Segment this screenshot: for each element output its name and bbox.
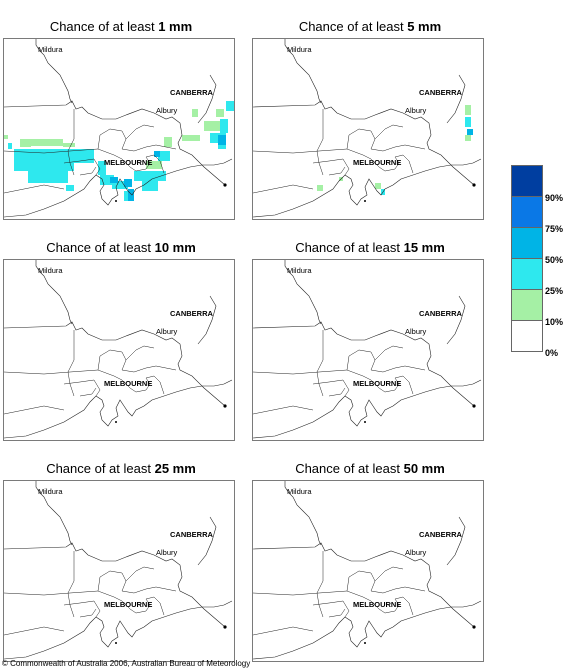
probability-cell: [100, 175, 114, 185]
city-mildura: Mildura: [38, 487, 63, 496]
map-1mm: Mildura CANBERRA Albury MELBOURNE: [3, 38, 235, 220]
panel-title: Chance of at least 10 mm: [46, 240, 196, 255]
city-albury: Albury: [405, 327, 427, 336]
city-mildura: Mildura: [38, 45, 63, 54]
probability-cell: [124, 179, 132, 187]
probability-cell: [218, 135, 226, 145]
probability-cell: [4, 135, 8, 139]
city-melbourne: MELBOURNE: [353, 600, 401, 609]
legend-swatch: [511, 196, 543, 228]
panel-title: Chance of at least 5 mm: [298, 19, 442, 34]
probability-cell: [164, 137, 172, 147]
map-10mm: Mildura CANBERRA Albury MELBOURNE: [3, 259, 235, 441]
city-canberra: CANBERRA: [170, 530, 214, 539]
probability-cell: [375, 183, 381, 189]
probability-cell: [128, 189, 134, 201]
probability-cell: [74, 149, 94, 163]
probability-cell: [226, 101, 234, 111]
legend-swatch: [511, 165, 543, 197]
city-melbourne: MELBOURNE: [104, 379, 152, 388]
city-melbourne: MELBOURNE: [353, 379, 401, 388]
city-albury: Albury: [156, 106, 178, 115]
probability-cell: [142, 181, 158, 191]
probability-cell: [66, 185, 74, 191]
probability-cell: [98, 161, 106, 175]
panel-title: Chance of at least 50 mm: [295, 461, 445, 476]
probability-cell: [112, 181, 128, 189]
probability-cell: [110, 177, 118, 183]
city-albury: Albury: [405, 106, 427, 115]
probability-cell: [20, 139, 31, 147]
city-canberra: CANBERRA: [170, 309, 214, 318]
probability-cell: [63, 143, 75, 147]
probability-cell: [465, 105, 471, 115]
probability-cell: [317, 185, 323, 191]
probability-cell: [220, 119, 228, 133]
legend-swatch: [511, 258, 543, 290]
city-albury: Albury: [405, 548, 427, 557]
legend-swatch: [511, 320, 543, 352]
city-mildura: Mildura: [38, 266, 63, 275]
legend-label: 75%: [545, 224, 564, 234]
probability-cell: [154, 151, 160, 157]
probability-cell: [14, 149, 74, 171]
city-melbourne: MELBOURNE: [353, 158, 401, 167]
city-canberra: CANBERRA: [419, 530, 463, 539]
legend-label: 50%: [545, 255, 564, 265]
city-mildura: Mildura: [287, 487, 312, 496]
probability-cell: [134, 171, 166, 181]
probability-legend: 90% 75% 50% 25% 10% 0%: [511, 165, 570, 360]
city-mildura: Mildura: [287, 45, 312, 54]
legend-label: 0%: [545, 348, 559, 358]
probability-cell: [465, 117, 471, 127]
panel-title: Chance of at least 25 mm: [46, 461, 196, 476]
probability-cell: [192, 109, 198, 117]
map-25mm: Mildura CANBERRA Albury MELBOURNE: [3, 480, 235, 662]
probability-cell: [28, 171, 68, 183]
probability-cell: [204, 121, 220, 131]
panel-title: Chance of at least 1 mm: [49, 19, 193, 34]
map-5mm: Mildura CANBERRA Albury MELBOURNE: [252, 38, 484, 220]
city-melbourne: MELBOURNE: [104, 600, 152, 609]
legend-label: 25%: [545, 286, 564, 296]
probability-cell: [31, 139, 63, 146]
probability-cell: [216, 109, 224, 117]
probability-cell: [218, 143, 226, 149]
map-15mm: Mildura CANBERRA Albury MELBOURNE: [252, 259, 484, 441]
city-melbourne: MELBOURNE: [104, 158, 152, 167]
city-canberra: CANBERRA: [170, 88, 214, 97]
copyright-notice: © Commonwealth of Australia 2006, Austra…: [2, 659, 251, 668]
probability-cell: [158, 151, 170, 161]
legend-swatch: [511, 289, 543, 321]
legend-label: 10%: [545, 317, 564, 327]
map-50mm: Mildura CANBERRA Albury MELBOURNE: [252, 480, 484, 662]
city-canberra: CANBERRA: [419, 309, 463, 318]
probability-cell: [8, 143, 12, 149]
probability-cell: [467, 129, 473, 135]
probability-cell: [146, 161, 162, 169]
legend-swatch: [511, 227, 543, 259]
city-albury: Albury: [156, 548, 178, 557]
city-canberra: CANBERRA: [419, 88, 463, 97]
probability-cell: [465, 135, 471, 141]
city-mildura: Mildura: [287, 266, 312, 275]
probability-cell: [182, 135, 200, 141]
city-albury: Albury: [156, 327, 178, 336]
legend-label: 90%: [545, 193, 564, 203]
panel-title: Chance of at least 15 mm: [295, 240, 445, 255]
